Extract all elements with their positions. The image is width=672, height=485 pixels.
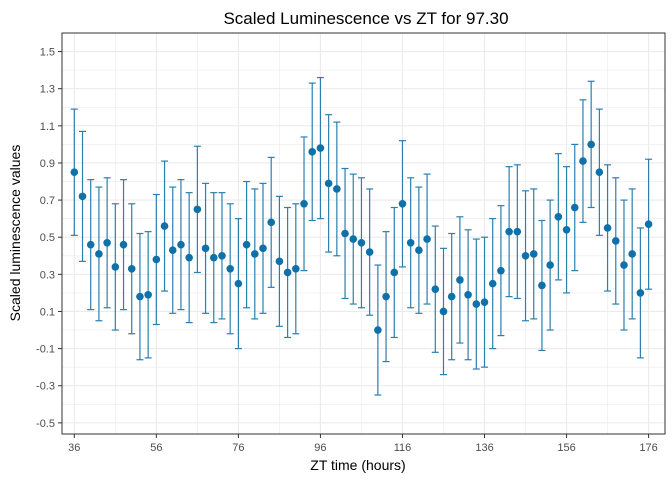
axis-layer: -0.5 -0.3 -0.1 0.1 0.3 0.5 0.7 0.9 1.1 1.3 1.5 36 56…: [36, 47, 658, 454]
data-point: [193, 205, 202, 214]
data-point: [579, 157, 587, 165]
data-point: [595, 168, 604, 177]
y-tick-label: -0.1: [36, 344, 55, 356]
data-point: [177, 240, 185, 249]
y-tick-label: -0.5: [36, 418, 55, 430]
data-point: [300, 199, 308, 208]
data-point: [464, 290, 472, 299]
data-point: [111, 263, 120, 271]
data-point: [259, 244, 267, 253]
y-tick-label: 1.3: [40, 84, 55, 96]
data-point: [209, 253, 218, 262]
data-point: [562, 225, 571, 234]
data-point: [136, 292, 144, 301]
data-point: [185, 253, 193, 262]
data-point: [472, 300, 481, 308]
data-point: [226, 264, 234, 273]
data-point: [316, 144, 325, 152]
data-point: [497, 266, 505, 275]
data-point: [250, 250, 259, 258]
x-tick-label: 96: [314, 442, 326, 454]
y-tick-label: -0.3: [36, 381, 55, 393]
data-point: [292, 264, 300, 273]
data-point: [152, 255, 161, 264]
data-point: [480, 298, 489, 306]
data-point: [538, 281, 546, 290]
data-point: [406, 238, 415, 247]
chart-title: Scaled Luminescence vs ZT for 97.30: [223, 9, 508, 28]
data-point: [611, 237, 620, 245]
y-tick-label: 0.9: [40, 158, 55, 170]
data-point: [505, 227, 513, 236]
data-point: [513, 227, 522, 236]
data-point: [398, 199, 407, 208]
data-point: [554, 212, 563, 221]
data-point: [628, 250, 636, 258]
y-tick-label: 0.3: [40, 269, 55, 281]
y-tick-label: 0.7: [40, 195, 55, 207]
x-tick-label: 56: [150, 442, 162, 454]
data-point: [349, 235, 358, 243]
data-point: [488, 279, 497, 288]
data-point: [415, 246, 423, 255]
data-point: [570, 203, 579, 212]
data-point: [603, 224, 612, 232]
data-point: [242, 240, 251, 249]
data-point: [423, 235, 431, 243]
y-axis-label: Scaled luminescence values: [7, 145, 23, 322]
point-layer: [70, 140, 653, 334]
y-tick-label: 1.5: [40, 47, 55, 59]
data-point: [546, 261, 554, 269]
data-point: [431, 285, 440, 293]
data-point: [341, 229, 349, 238]
x-tick-label: 176: [639, 442, 657, 454]
data-point: [357, 238, 366, 247]
data-point: [324, 179, 333, 188]
data-point: [636, 289, 645, 297]
x-tick-label: 36: [68, 442, 80, 454]
data-point: [103, 238, 111, 247]
x-tick-label: 136: [475, 442, 493, 454]
data-point: [70, 168, 79, 177]
data-point: [218, 251, 226, 260]
y-tick-label: 0.5: [40, 232, 55, 244]
data-point: [390, 268, 399, 277]
data-point: [365, 248, 374, 256]
data-point: [95, 250, 103, 258]
data-point: [168, 246, 177, 255]
data-point: [308, 148, 317, 156]
data-point: [86, 240, 95, 249]
x-tick-label: 116: [394, 442, 412, 454]
y-tick-label: 0.1: [40, 306, 55, 318]
data-point: [78, 192, 87, 201]
data-point: [201, 244, 210, 253]
data-point: [119, 240, 128, 249]
data-point: [587, 140, 595, 149]
data-point: [234, 279, 243, 288]
panel-border: [61, 32, 666, 435]
data-point: [333, 185, 341, 193]
data-point: [382, 292, 390, 301]
data-point: [447, 292, 456, 301]
x-tick-label: 76: [232, 442, 244, 454]
data-point: [267, 218, 276, 227]
x-axis-label: ZT time (hours): [310, 457, 405, 473]
data-point: [521, 251, 530, 260]
data-point: [620, 261, 628, 269]
data-point: [529, 250, 538, 258]
x-tick-label: 156: [557, 442, 575, 454]
data-point: [275, 257, 284, 266]
data-point: [127, 264, 136, 273]
data-point: [160, 222, 169, 230]
data-point: [283, 268, 292, 277]
data-point: [644, 220, 653, 229]
data-point: [144, 290, 152, 299]
y-tick-label: 1.1: [40, 121, 55, 133]
data-point: [374, 326, 382, 334]
data-point: [439, 307, 448, 316]
data-point: [456, 276, 464, 284]
